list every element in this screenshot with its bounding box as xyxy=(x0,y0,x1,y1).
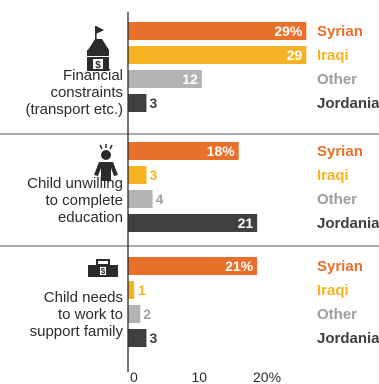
category-label: to work to xyxy=(58,306,123,323)
series-label: Iraqi xyxy=(317,47,349,64)
bar xyxy=(128,305,141,323)
svg-text:$: $ xyxy=(95,60,101,71)
school-money-icon: $ xyxy=(87,26,109,71)
series-label: Jordanian xyxy=(317,330,379,347)
bar xyxy=(128,190,153,208)
category-label: Child unwilling xyxy=(27,175,123,192)
data-label: 29 xyxy=(287,47,303,63)
svg-text:$: $ xyxy=(101,267,106,276)
category-label: to complete xyxy=(45,192,123,209)
data-label: 1 xyxy=(138,282,146,298)
data-label: 3 xyxy=(149,330,157,346)
series-label: Syrian xyxy=(317,23,363,40)
category-label: Child needs xyxy=(44,289,123,306)
bar xyxy=(128,70,202,88)
frustrated-child-icon xyxy=(94,144,118,181)
toolbox-money-icon: $ xyxy=(88,259,118,277)
data-label: 2 xyxy=(143,306,151,322)
data-label: 4 xyxy=(156,191,164,207)
category-label: support family xyxy=(30,323,124,340)
data-label: 21 xyxy=(238,215,254,231)
series-label: Syrian xyxy=(317,258,363,275)
series-label: Other xyxy=(317,306,357,323)
data-label: 3 xyxy=(149,167,157,183)
x-tick-label: 0 xyxy=(130,369,138,384)
bar xyxy=(128,214,258,232)
data-label: 21% xyxy=(225,258,254,274)
data-label: 3 xyxy=(149,95,157,111)
category-label: education xyxy=(58,209,123,226)
bar xyxy=(128,166,147,184)
group-icons: $ $ xyxy=(87,26,118,277)
series-label: Other xyxy=(317,71,357,88)
bar xyxy=(128,94,147,112)
series-label: Iraqi xyxy=(317,282,349,299)
series-label: Other xyxy=(317,191,357,208)
series-label: Iraqi xyxy=(317,167,349,184)
bar xyxy=(128,22,307,40)
bar xyxy=(128,281,135,299)
x-tick-label: 20% xyxy=(253,369,281,384)
x-tick-label: 10 xyxy=(192,369,208,384)
bar xyxy=(128,329,147,347)
category-label: (transport etc.) xyxy=(25,101,123,118)
bar xyxy=(128,257,258,275)
series-label: Syrian xyxy=(317,143,363,160)
category-label: Financial xyxy=(63,67,123,84)
data-label: 12 xyxy=(182,71,198,87)
bar xyxy=(128,142,239,160)
data-label: 18% xyxy=(207,143,236,159)
series-label: Jordanian xyxy=(317,215,379,232)
series-label: Jordanian xyxy=(317,95,379,112)
data-label: 29% xyxy=(274,23,303,39)
category-label: constraints xyxy=(50,84,123,101)
bar xyxy=(128,46,307,64)
